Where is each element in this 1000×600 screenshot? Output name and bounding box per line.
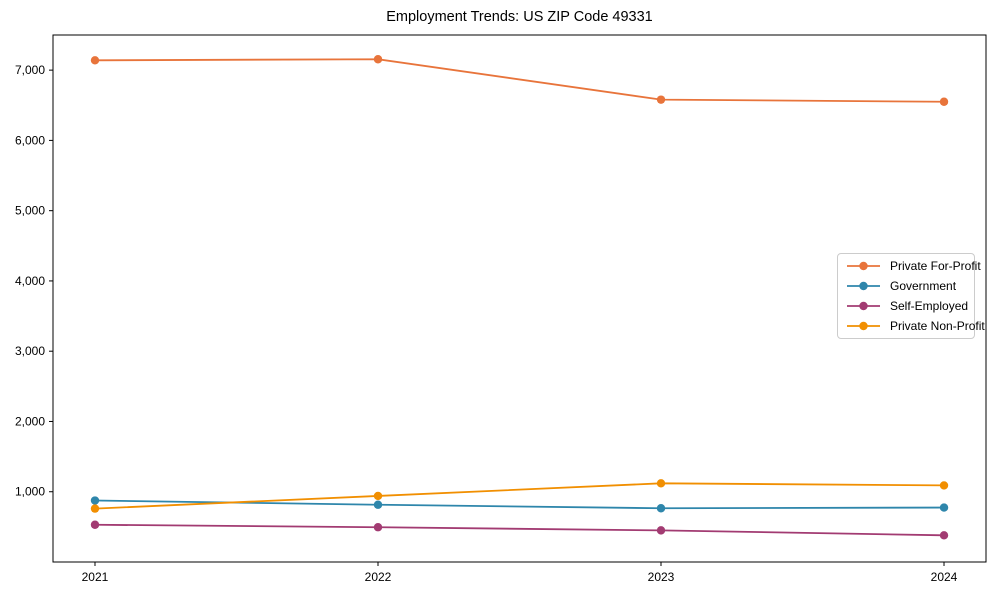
data-point <box>90 56 100 65</box>
data-point <box>939 97 949 106</box>
data-point <box>373 500 383 509</box>
y-tick-label: 4,000 <box>15 274 45 288</box>
legend: Private For-Profit Government Self-Emplo… <box>837 253 985 339</box>
y-tick-label: 6,000 <box>15 133 45 147</box>
x-tick-label: 2024 <box>931 570 958 584</box>
series-line <box>94 499 945 510</box>
legend-label: Self-Employed <box>890 299 969 313</box>
series-line <box>94 523 945 537</box>
data-point <box>939 481 949 490</box>
data-point <box>373 491 383 501</box>
data-point <box>90 520 100 529</box>
data-point <box>939 503 949 512</box>
legend-label: Private Non-Profit <box>890 319 985 333</box>
legend-marker <box>847 261 880 271</box>
y-tick-label: 2,000 <box>15 414 45 428</box>
legend-entry: Self-Employed <box>846 296 968 316</box>
y-tick-label: 1,000 <box>15 485 45 499</box>
data-point <box>373 523 383 532</box>
legend-entry: Private For-Profit <box>846 256 981 276</box>
x-tick-label: 2023 <box>648 570 675 584</box>
data-point <box>656 526 666 535</box>
data-point <box>656 95 666 104</box>
legend-marker <box>847 301 880 311</box>
legend-marker <box>847 321 880 331</box>
y-tick-label: 7,000 <box>15 63 45 77</box>
data-point <box>90 496 100 505</box>
legend-label: Government <box>890 279 957 293</box>
data-point <box>939 531 949 540</box>
series-line <box>94 58 945 103</box>
data-point <box>656 504 666 513</box>
y-tick-label: 3,000 <box>15 344 45 358</box>
legend-entry: Government <box>846 276 968 296</box>
chart-title: Employment Trends: US ZIP Code 49331 <box>386 9 653 25</box>
plot-frame <box>52 34 987 563</box>
data-point <box>90 504 100 513</box>
y-tick-label: 5,000 <box>15 204 45 218</box>
legend-entry: Private Non-Profit <box>846 316 985 336</box>
series-line <box>94 482 945 510</box>
data-point <box>656 479 666 488</box>
x-tick-label: 2022 <box>365 570 392 584</box>
legend-label: Private For-Profit <box>890 259 981 273</box>
data-point <box>373 55 383 64</box>
x-tick-label: 2021 <box>82 570 109 584</box>
legend-marker <box>847 281 880 291</box>
